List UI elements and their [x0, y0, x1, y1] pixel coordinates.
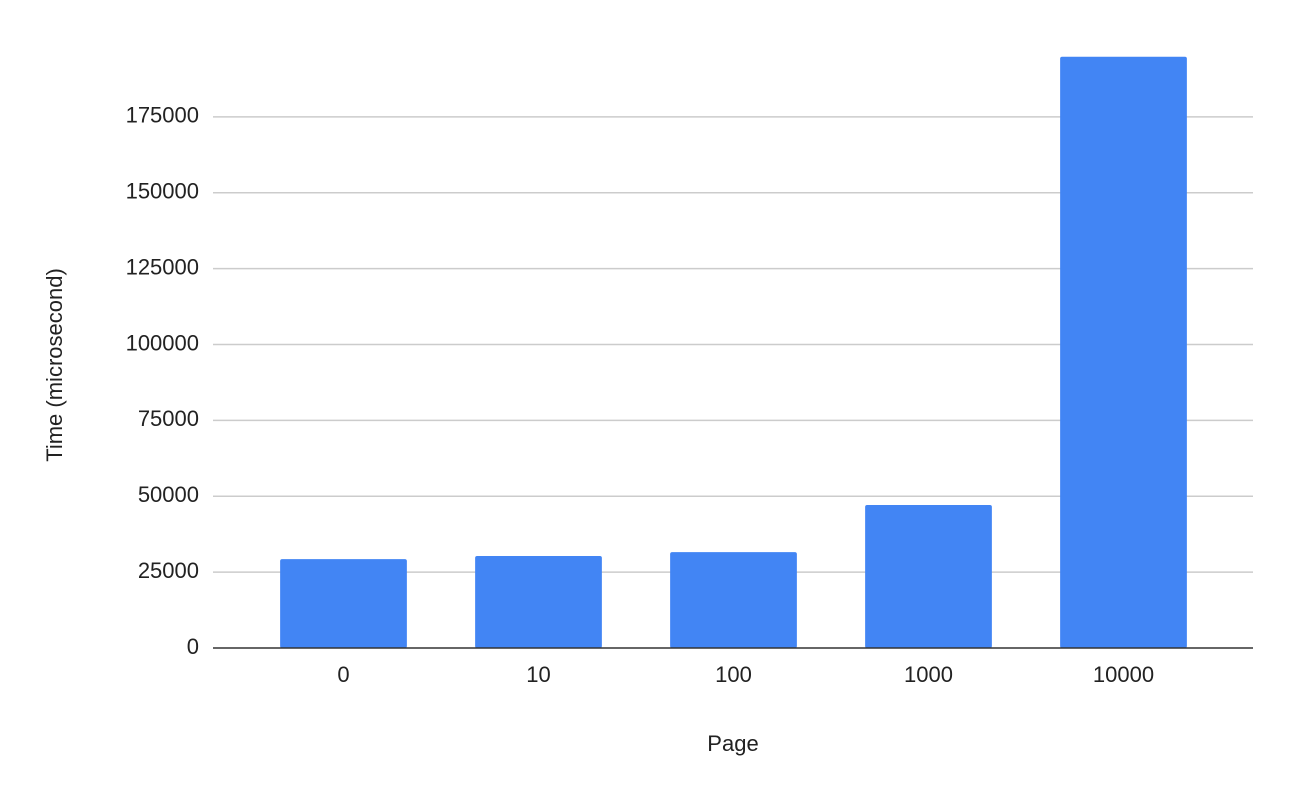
y-axis-label: Time (microsecond): [42, 268, 67, 462]
bar: [475, 556, 602, 648]
bar: [280, 559, 407, 648]
x-tick-label: 0: [337, 662, 349, 687]
y-tick-label: 175000: [126, 103, 199, 128]
y-tick-label: 150000: [126, 179, 199, 204]
x-tick-label: 100: [715, 662, 752, 687]
y-tick-label: 25000: [138, 558, 199, 583]
y-tick-label: 125000: [126, 254, 199, 279]
bar: [865, 505, 992, 648]
y-tick-label: 0: [187, 634, 199, 659]
bar: [670, 552, 797, 648]
bar: [1060, 56, 1187, 649]
x-tick-label: 1000: [904, 662, 953, 687]
x-tick-label: 10000: [1093, 662, 1154, 687]
x-axis-label: Page: [707, 731, 758, 756]
y-tick-label: 100000: [126, 330, 199, 355]
y-tick-label: 50000: [138, 482, 199, 507]
y-tick-label: 75000: [138, 406, 199, 431]
x-tick-label: 10: [526, 662, 550, 687]
